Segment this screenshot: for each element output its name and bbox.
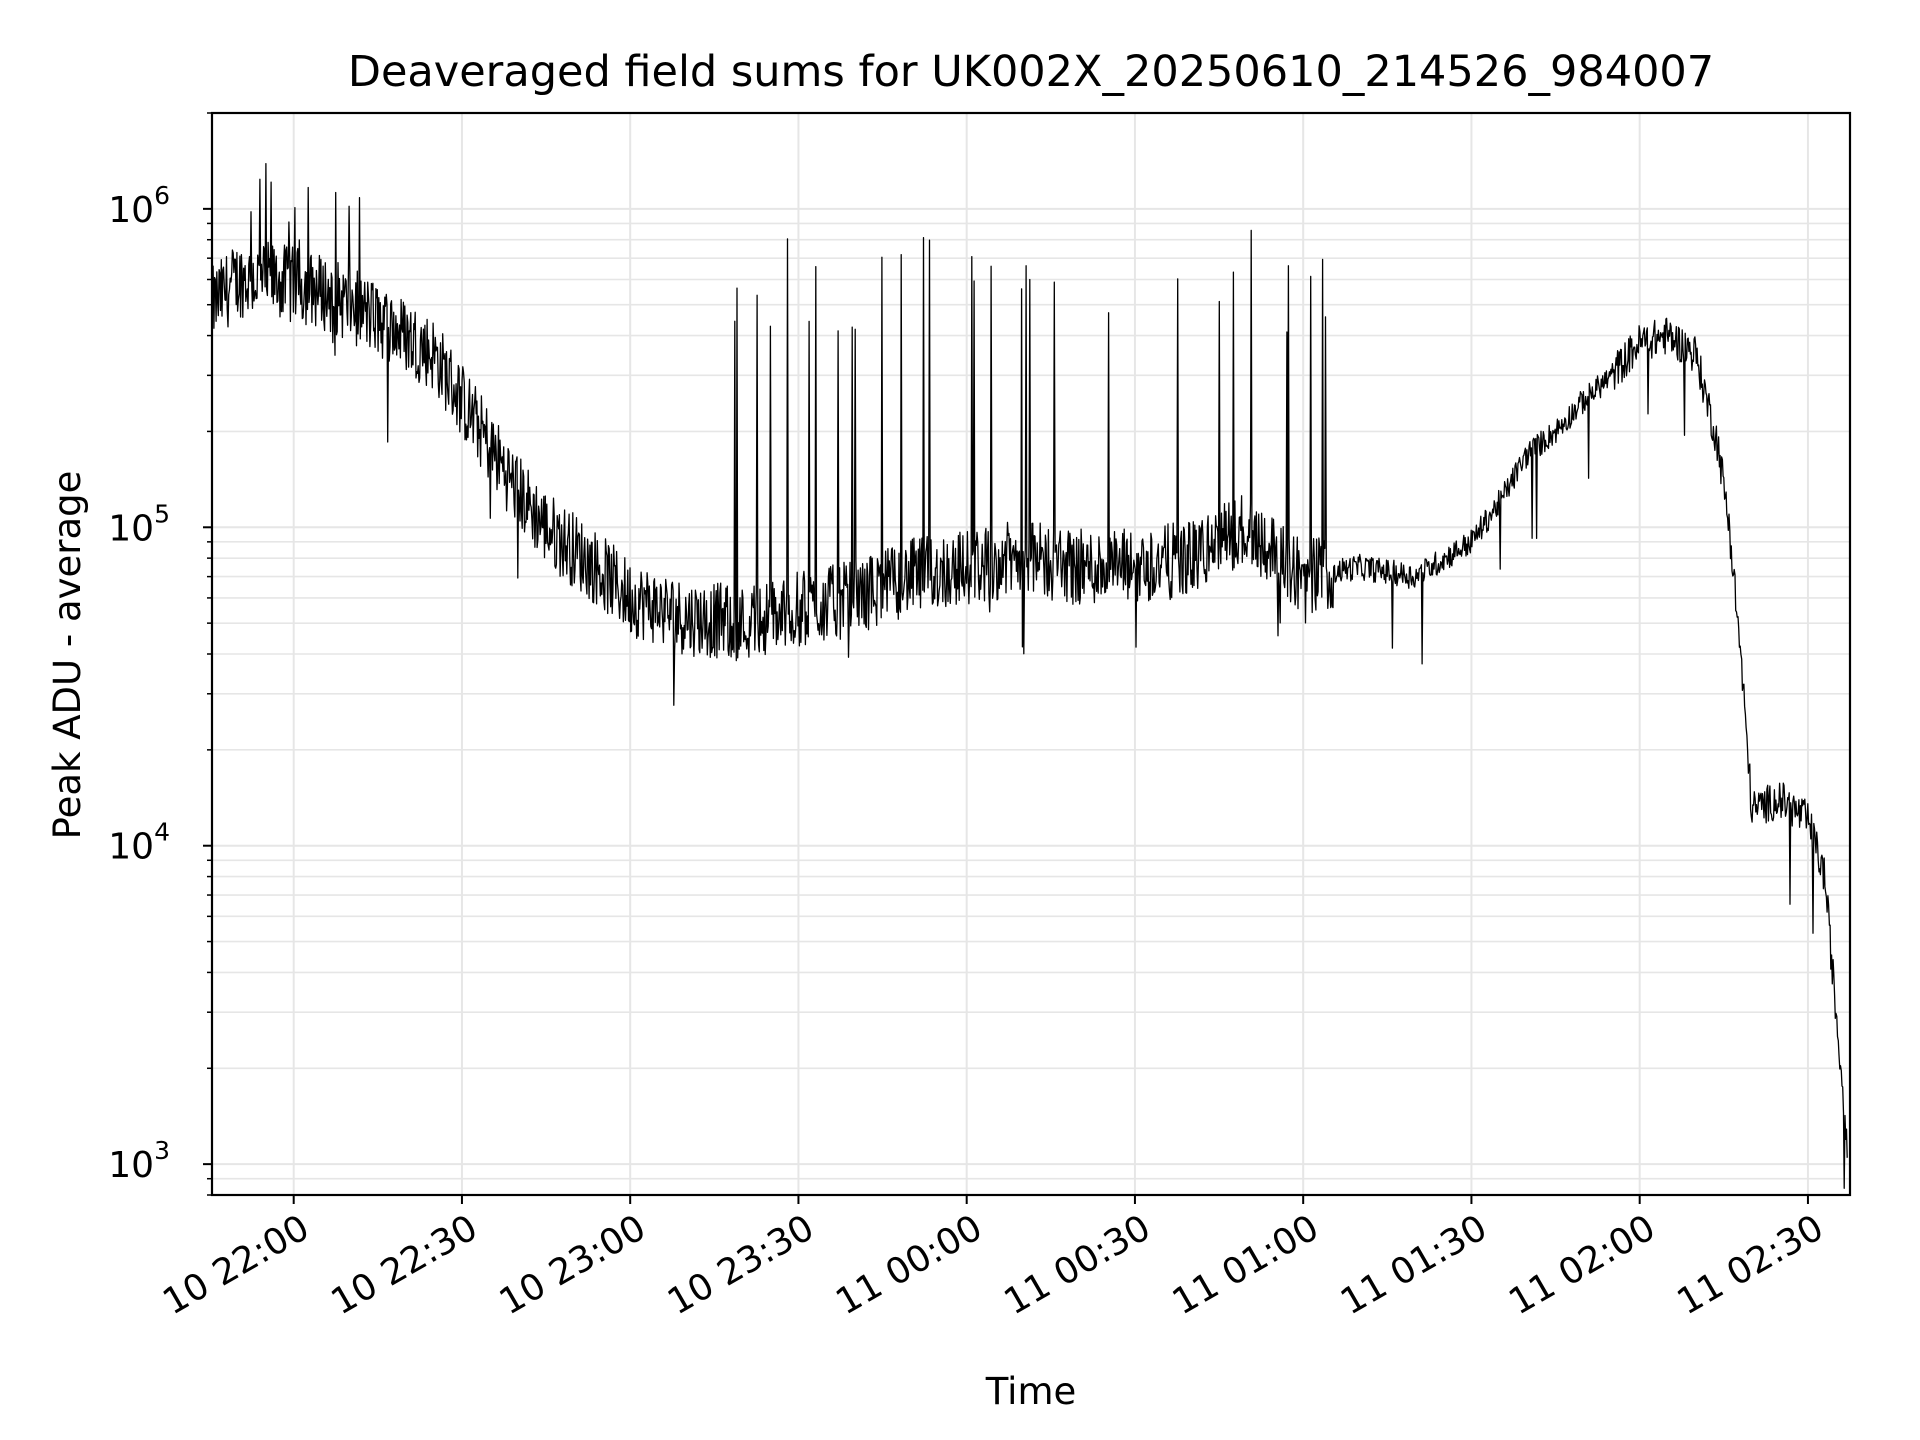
series-line [211,162,1848,1189]
y-tick-base: 10 [108,508,154,549]
x-axis-label: Time [985,1370,1077,1413]
x-tick-label: 11 00:30 [998,1207,1158,1323]
y-tick-base: 10 [108,827,154,868]
x-tick-label: 11 02:30 [1671,1207,1831,1323]
y-axis-label: Peak ADU - average [46,471,89,840]
x-tick-label: 11 01:00 [1166,1207,1326,1323]
x-tick-label: 11 00:00 [829,1207,989,1323]
y-tick-base: 10 [108,190,154,231]
x-tick-label: 10 23:30 [661,1207,821,1323]
y-tick-label: 104 [108,818,170,868]
y-tick-exponent: 5 [154,499,170,528]
y-tick-exponent: 6 [154,181,170,210]
series-line-group [211,162,1848,1189]
x-tick-label: 10 22:30 [325,1207,485,1323]
y-tick-exponent: 3 [154,1136,170,1165]
grid [212,112,1850,1196]
y-tick-label: 106 [108,181,170,231]
y-tick-label: 105 [108,499,170,549]
x-tick-label: 11 02:00 [1502,1207,1662,1323]
x-tick-label: 10 22:00 [156,1207,316,1323]
x-tick-label: 10 23:00 [493,1207,653,1323]
y-tick-exponent: 4 [154,818,170,847]
x-axis-ticks: 10 22:00 10 22:30 10 23:00 10 23:30 11 00:00… [156,1195,1830,1323]
chart-title: Deaveraged field sums for UK002X_2025061… [348,47,1714,97]
y-tick-label: 103 [108,1136,170,1186]
y-tick-base: 10 [108,1145,154,1186]
x-tick-label: 11 01:30 [1334,1207,1494,1323]
